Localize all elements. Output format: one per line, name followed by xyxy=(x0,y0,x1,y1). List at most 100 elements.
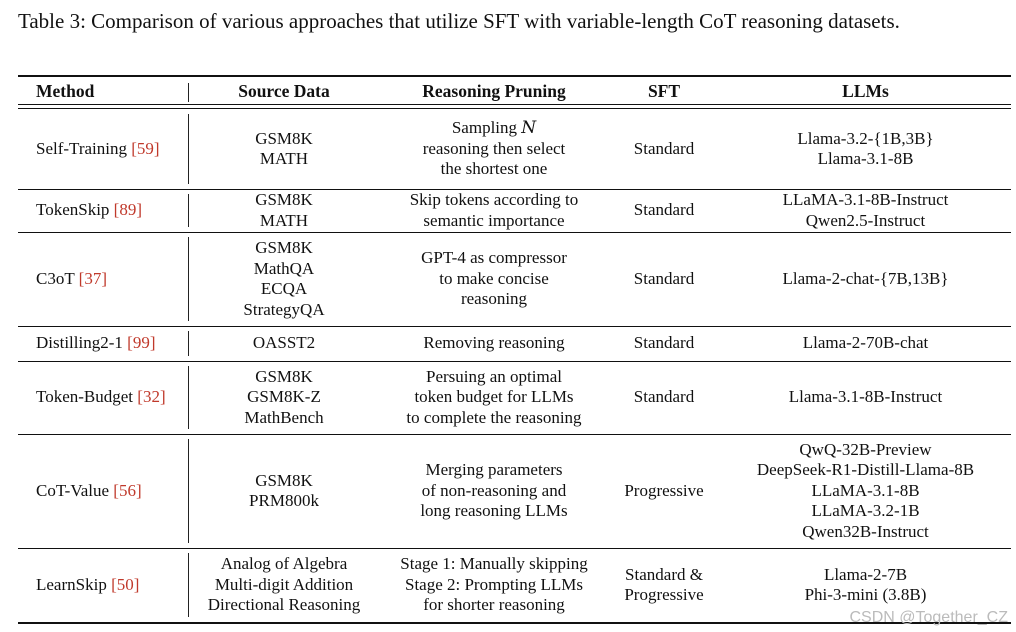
column-separator xyxy=(188,114,189,184)
column-separator xyxy=(188,439,189,543)
cell-pruning: Stage 1: Manually skipping Stage 2: Promp… xyxy=(380,548,608,622)
cell-method: LearnSkip [50] xyxy=(18,548,188,622)
column-header-pruning: Reasoning Pruning xyxy=(422,81,566,102)
source-line: StrategyQA xyxy=(243,299,325,319)
pruning-line: of non-reasoning and xyxy=(421,480,567,500)
cell-sft: Standard xyxy=(608,326,720,361)
cell-source: GSM8K MATH xyxy=(188,189,380,232)
llms-line: LLaMA-3.1-8B-Instruct xyxy=(782,190,949,209)
pruning-line: Sampling N xyxy=(451,118,537,139)
source-line: OASST2 xyxy=(252,333,316,353)
cell-llms: Llama-2-chat-{7B,13B} xyxy=(720,232,1011,326)
cell-pruning: GPT-4 as compressor to make concise reason… xyxy=(380,232,608,326)
citation-number: 99 xyxy=(132,333,150,353)
cell-method: C3oT [37] xyxy=(18,232,188,326)
sft-line: Standard xyxy=(633,200,695,220)
pruning-line: token budget for LLMs xyxy=(414,387,574,407)
source-line: MATH xyxy=(259,210,309,230)
citation-link[interactable]: [89] xyxy=(109,200,143,220)
pruning-line: Removing reasoning xyxy=(423,333,565,353)
method-name: Token-Budget xyxy=(36,387,134,407)
row-separator xyxy=(18,548,1011,549)
cell-sft: Standard xyxy=(608,109,720,189)
source-line: GSM8K xyxy=(255,190,313,209)
pruning-line: for shorter reasoning xyxy=(423,595,565,615)
cell-source: GSM8K PRM800k xyxy=(188,434,380,548)
pruning-line: reasoning then select xyxy=(422,138,566,158)
row-separator xyxy=(18,361,1011,362)
cell-method: TokenSkip [89] xyxy=(18,189,188,232)
column-header-source: Source Data xyxy=(238,81,330,102)
cell-pruning: Persuing an optimal token budget for LLMs… xyxy=(380,361,608,434)
sft-line: Standard xyxy=(633,333,695,353)
method-name: LearnSkip xyxy=(36,574,107,594)
pruning-line: long reasoning LLMs xyxy=(420,501,568,521)
llms-line: Llama-2-7B xyxy=(823,564,908,584)
sft-line: Standard xyxy=(633,387,695,407)
cell-source: GSM8K MATH xyxy=(188,109,380,189)
row-separator xyxy=(18,434,1011,435)
llms-line: LLaMA-3.2-1B xyxy=(811,501,920,521)
sft-line: Progressive xyxy=(624,480,704,500)
cell-sft: Standard xyxy=(608,232,720,326)
watermark: CSDN @Together_CZ xyxy=(849,609,1008,626)
method-name: Self-Training xyxy=(36,138,127,158)
pruning-line: the shortest one xyxy=(440,159,548,179)
citation-link[interactable]: [59] xyxy=(127,138,160,158)
pruning-line: semantic importance xyxy=(423,210,565,230)
pruning-line: to complete the reasoning xyxy=(406,407,582,427)
pruning-line: Merging parameters xyxy=(425,460,563,480)
cell-sft: Standard & Progressive xyxy=(608,548,720,622)
pruning-line: Skip tokens according to xyxy=(409,190,579,209)
column-separator xyxy=(188,553,189,617)
row-separator xyxy=(18,326,1011,327)
cell-source: GSM8K GSM8K-Z MathBench xyxy=(188,361,380,434)
citation-number: 32 xyxy=(142,387,160,407)
source-line: MATH xyxy=(259,149,309,168)
method-name: TokenSkip xyxy=(36,200,110,220)
llms-line: Qwen32B-Instruct xyxy=(802,521,929,541)
llms-line: LLaMA-3.1-8B xyxy=(811,480,920,500)
source-line: GSM8K xyxy=(255,470,313,490)
source-line: MathQA xyxy=(253,258,315,278)
column-header-llms: LLMs xyxy=(842,81,889,102)
cell-method: Token-Budget [32] xyxy=(18,361,188,434)
method-name: CoT-Value xyxy=(36,480,110,500)
column-separator xyxy=(188,366,189,429)
header-rule xyxy=(18,104,1011,105)
llms-line: Llama-3.2-{1B,3B} xyxy=(797,128,934,148)
source-line: Directional Reasoning xyxy=(207,595,361,615)
llms-line: Phi-3-mini (3.8B) xyxy=(804,585,927,604)
citation-link[interactable]: [99] xyxy=(122,333,156,353)
method-name: Distilling2-1 xyxy=(36,333,123,353)
row-separator xyxy=(18,232,1011,233)
citation-number: 56 xyxy=(118,480,136,500)
pruning-line: to make concise xyxy=(439,268,549,288)
cell-method: CoT-Value [56] xyxy=(18,434,188,548)
table-caption: Table 3: Comparison of various approache… xyxy=(18,9,900,33)
header-rule-second xyxy=(18,108,1011,109)
column-separator xyxy=(188,237,189,321)
llms-line: Llama-3.1-8B-Instruct xyxy=(788,387,943,407)
column-separator xyxy=(188,83,189,102)
source-line: ECQA xyxy=(260,279,308,298)
sft-line: Standard & xyxy=(625,564,703,584)
cell-sft: Standard xyxy=(608,189,720,232)
llms-line: Qwen2.5-Instruct xyxy=(805,210,926,230)
citation-number: 37 xyxy=(84,268,102,288)
cell-sft: Standard xyxy=(608,361,720,434)
pruning-line: reasoning xyxy=(460,289,528,309)
citation-link[interactable]: [37] xyxy=(74,268,108,288)
column-separator xyxy=(188,331,189,356)
citation-link[interactable]: [56] xyxy=(109,480,142,500)
cell-llms: Llama-3.1-8B-Instruct xyxy=(720,361,1011,434)
llms-line: Llama-3.1-8B xyxy=(817,149,914,168)
source-line: Multi-digit Addition xyxy=(214,574,354,594)
citation-link[interactable]: [32] xyxy=(133,387,166,407)
citation-number: 89 xyxy=(119,200,137,220)
llms-line: Llama-2-chat-{7B,13B} xyxy=(782,268,949,288)
citation-link[interactable]: [50] xyxy=(106,574,140,594)
source-line: MathBench xyxy=(244,407,324,427)
cell-llms: QwQ-32B-Preview DeepSeek-R1-Distill-Llama… xyxy=(720,434,1011,548)
source-line: GSM8K xyxy=(255,366,313,386)
